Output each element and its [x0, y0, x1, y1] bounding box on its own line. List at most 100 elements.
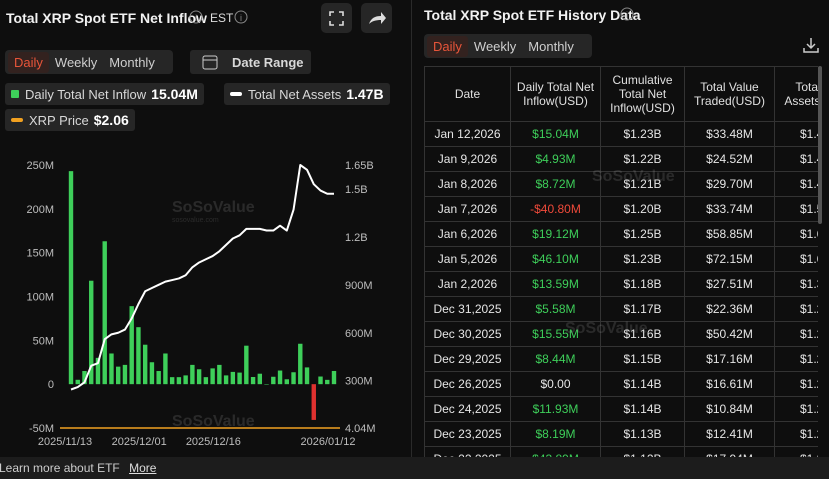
table-cell: $1.22B [600, 146, 685, 172]
table-cell: Jan 6,2026 [424, 221, 511, 247]
footer-link[interactable]: More [129, 461, 157, 475]
tab[interactable]: Daily [8, 51, 49, 73]
fullscreen-button[interactable] [321, 3, 352, 33]
bar [217, 364, 222, 385]
bar [190, 364, 195, 385]
bar [176, 377, 182, 385]
bar [325, 379, 330, 385]
tab[interactable]: Monthly [528, 38, 574, 54]
y-tick-label: 200M [26, 204, 54, 216]
chart: SoSoValue sosovalue.com SoSoValue -50M 0 5… [26, 160, 375, 448]
history-table: Date Daily Total Net Inflow(USD) Cumulativ… [424, 66, 818, 457]
y-tick-label: 100M [26, 292, 54, 304]
y-tick-label: -50M [29, 423, 54, 435]
table-row: Dec 26,2025$0.00$1.14B$16.61M$1.24B [424, 371, 818, 397]
panel-title: Total XRP Spot ETF Net Inflow [6, 10, 207, 26]
tab[interactable]: Weekly [54, 54, 98, 70]
table-cell: $8.44M [510, 346, 601, 372]
legend-value: 1.47B [346, 86, 384, 102]
bar [298, 343, 303, 385]
watermark-brand: SoSoValue [172, 199, 255, 216]
table-row: Jan 7,2026-$40.80M$1.20B$33.74M$1.53B [424, 196, 818, 222]
table-cell: Dec 31,2025 [424, 296, 511, 322]
svg-text:i: i [626, 10, 628, 20]
table-cell: Dec 29,2025 [424, 346, 511, 372]
legend-swatch [11, 118, 23, 122]
table-cell: $17.16M [684, 346, 775, 372]
table-cell: Jan 5,2026 [424, 246, 511, 272]
table-cell: $1.24B [774, 346, 818, 372]
bar [183, 375, 188, 385]
y2-tick-label: 600M [345, 328, 373, 340]
legend-value: $2.06 [93, 112, 129, 128]
table-cell: $19.12M [510, 221, 601, 247]
tab[interactable]: Weekly [473, 38, 517, 54]
bar [257, 373, 263, 385]
table-cell: $8.72M [510, 171, 601, 197]
table-cell: $13.59M [510, 271, 601, 297]
table-cell: $72.15M [684, 246, 775, 272]
table-cell: $29.70M [684, 171, 775, 197]
info-icon[interactable]: i [234, 10, 248, 24]
bar [311, 384, 316, 420]
legend-label: Daily Total Net Inflow [25, 86, 147, 102]
table-cell: Dec 24,2025 [424, 396, 511, 422]
legend-item[interactable]: Total Net Assets 1.47B [224, 83, 390, 105]
tab[interactable]: Daily [427, 35, 468, 57]
y-tick-label: 0 [48, 379, 54, 391]
y-tick-label: 250M [26, 160, 54, 172]
bar [244, 345, 249, 385]
table-cell: Dec 30,2025 [424, 321, 511, 347]
bar [291, 372, 296, 385]
info-icon[interactable]: i [620, 7, 634, 21]
date-range-button[interactable]: Date Range [190, 50, 311, 74]
table-cell: $1.65B [774, 246, 818, 272]
legend-item[interactable]: Daily Total Net Inflow 15.04M [5, 83, 204, 105]
table-row: Dec 24,2025$11.93M$1.14B$10.84M$1.25B [424, 396, 818, 422]
calendar-icon [202, 55, 218, 70]
table-row: Dec 23,2025$8.19M$1.13B$12.41M$1.25B [424, 421, 818, 447]
bar [210, 368, 215, 385]
share-button[interactable] [361, 3, 392, 33]
table-cell: $1.23B [600, 121, 685, 147]
table-cell: Dec 22,2025 [424, 446, 511, 457]
table-cell: $8.19M [510, 421, 601, 447]
table-cell: $12.41M [684, 421, 775, 447]
table-cell: $58.85M [684, 221, 775, 247]
table-cell: $1.53B [774, 196, 818, 222]
bar [156, 371, 161, 385]
table-cell: Dec 26,2025 [424, 371, 511, 397]
x-tick-label: 2026/01/12 [300, 436, 355, 448]
legend-swatch [230, 92, 242, 96]
table-cell: $33.48M [684, 121, 775, 147]
table-cell: $1.47B [774, 121, 818, 147]
table-cell: $1.14B [600, 396, 685, 422]
column-header: Daily Total Net Inflow(USD) [510, 66, 601, 122]
table-cell: -$40.80M [510, 196, 601, 222]
table-cell: $33.74M [684, 196, 775, 222]
legend-item[interactable]: XRP Price $2.06 [5, 109, 135, 131]
bar [169, 377, 175, 385]
bar [284, 379, 289, 385]
legend-value: 15.04M [151, 86, 198, 102]
y2-tick-label: 1.2B [345, 232, 368, 244]
bar [129, 306, 134, 385]
download-button[interactable] [802, 36, 820, 54]
table-row: Jan 5,2026$46.10M$1.23B$72.15M$1.65B [424, 246, 818, 272]
column-header: Total Value Traded(USD) [684, 66, 775, 122]
table-cell: $1.25B [774, 421, 818, 447]
table-cell: $1.17B [600, 296, 685, 322]
x-tick-label: 2025/11/13 [38, 436, 92, 448]
table-cell: $1.24B [774, 296, 818, 322]
bar [82, 371, 87, 385]
info-icon[interactable]: i [189, 10, 203, 24]
bar [250, 376, 256, 385]
table-row: Jan 12,2026$15.04M$1.23B$33.48M$1.47B [424, 121, 818, 147]
legend-label: XRP Price [29, 112, 89, 128]
bar [203, 377, 209, 385]
watermark-brand: SoSoValue [565, 320, 648, 337]
bar [264, 384, 269, 385]
scrollbar[interactable] [818, 66, 822, 224]
bar [237, 372, 242, 385]
tab[interactable]: Monthly [109, 54, 155, 70]
